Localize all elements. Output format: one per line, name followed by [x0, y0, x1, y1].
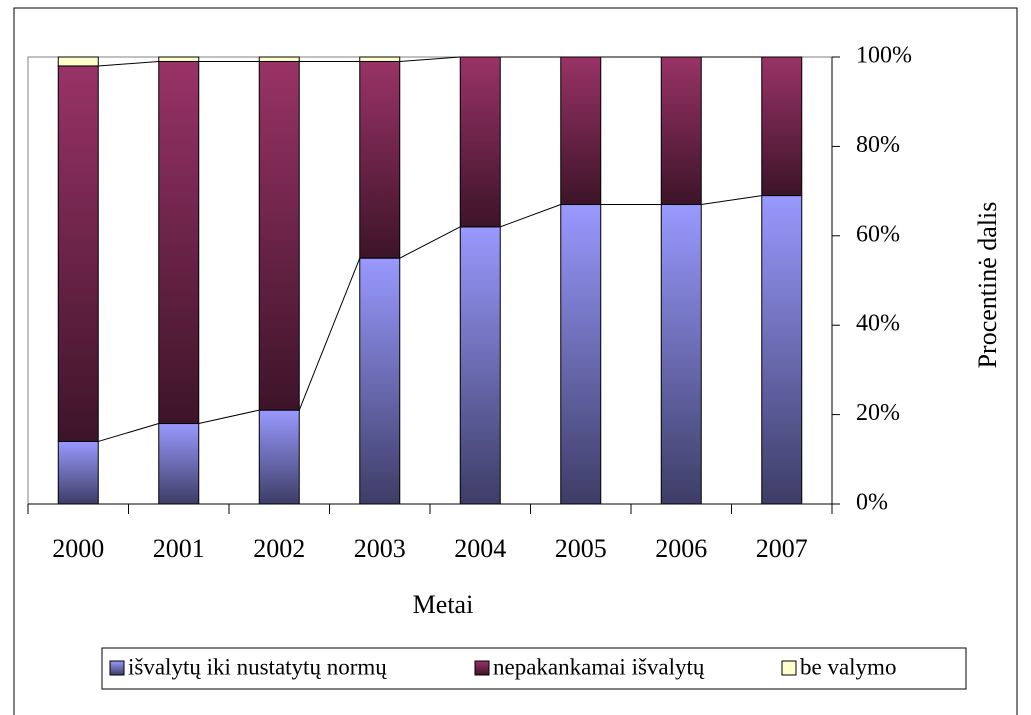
y-tick-label: 80% [856, 132, 900, 158]
series-line [399, 226, 461, 259]
x-tick-label: 2005 [555, 534, 607, 563]
bar-segment [359, 56, 401, 62]
series-line [701, 195, 762, 206]
legend-swatch [109, 660, 125, 676]
legend-label: išvalytų iki nustatytų normų [128, 654, 387, 679]
y-axis-title: Procentinė dalis [973, 202, 1002, 369]
x-tick-label: 2004 [454, 534, 506, 563]
x-tick-label: 2002 [253, 534, 305, 563]
legend-swatch [474, 660, 490, 676]
series-line [98, 60, 159, 67]
x-tick-label: 2000 [52, 534, 104, 563]
bar-segment [158, 60, 200, 425]
bar-segment [57, 56, 99, 67]
bar-segment [258, 409, 300, 505]
series-line [198, 409, 260, 425]
bar-segment [459, 226, 501, 505]
bar-segment [158, 423, 200, 505]
bar-segment [660, 56, 702, 206]
y-tick-label: 0% [856, 490, 888, 516]
bar-segment [761, 56, 803, 197]
y-tick-label: 40% [856, 311, 900, 337]
y-tick-label: 100% [856, 43, 912, 69]
series-line [298, 257, 361, 411]
bar-segment [359, 60, 401, 259]
x-axis-title: Metai [413, 590, 474, 619]
bar-segment [158, 56, 200, 62]
bar-segment [660, 204, 702, 505]
x-tick-label: 2007 [756, 534, 808, 563]
y-tick-label: 20% [856, 400, 900, 426]
legend-box [101, 647, 967, 690]
legend-swatch [781, 660, 797, 676]
bar-segment [57, 65, 99, 442]
series-line [399, 56, 461, 62]
bar-segment [459, 56, 501, 228]
x-tick-label: 2006 [655, 534, 707, 563]
y-tick-label: 60% [856, 221, 900, 247]
bar-segment [258, 60, 300, 411]
series-line [500, 204, 561, 228]
x-tick-label: 2001 [153, 534, 205, 563]
bar-segment [761, 195, 803, 505]
bar-segment [258, 56, 300, 62]
y-axis-title-group: Procentinė dalis [973, 202, 1002, 369]
bar-segment [560, 56, 602, 206]
bar-segment [359, 257, 401, 505]
legend-label: nepakankamai išvalytų [493, 654, 705, 679]
bar-segment [560, 204, 602, 505]
legend-label: be valymo [800, 654, 896, 679]
x-tick-label: 2003 [354, 534, 406, 563]
bar-segment [57, 440, 99, 505]
series-line [98, 423, 159, 442]
